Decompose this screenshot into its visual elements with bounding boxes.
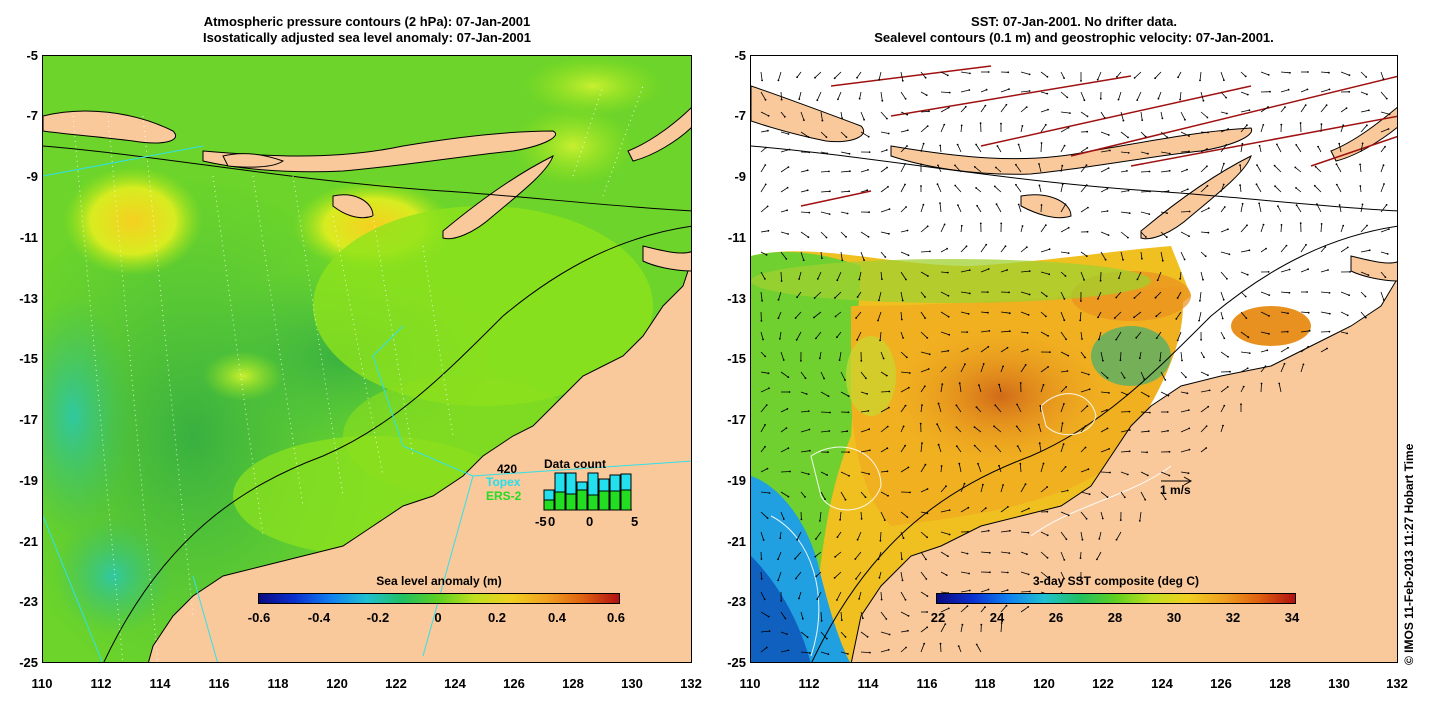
sst-colorbar-tick: 22: [930, 610, 946, 625]
right-y-tick: -11: [727, 230, 746, 245]
right-y-tick: -7: [734, 108, 746, 123]
sea-level-colorbar-tick: -0.4: [307, 610, 331, 625]
left-title-line1: Atmospheric pressure contours (2 hPa): 0…: [203, 14, 531, 29]
left-x-tick: 114: [149, 676, 171, 691]
velocity-arrows: [760, 71, 1391, 656]
left-x-tick: 130: [621, 676, 643, 691]
sea-level-anomaly-map: [42, 55, 692, 663]
left-y-tick: -15: [19, 351, 38, 366]
data-count-xtick: -5: [535, 514, 547, 529]
sea-level-colorbar-tick: 0.2: [487, 610, 507, 625]
data-count-xtick: 0: [548, 514, 556, 529]
sea-level-colorbar-tick: -0.2: [366, 610, 390, 625]
right-x-tick: 112: [798, 676, 820, 691]
left-x-tick: 110: [31, 676, 53, 691]
left-y-tick: -13: [19, 291, 38, 306]
left-y-tick: -7: [26, 108, 38, 123]
left-y-tick: -11: [19, 230, 38, 245]
left-title-line2: Isostatically adjusted sea level anomaly…: [202, 30, 532, 45]
sst-colorbar-label: 3-day SST composite (deg C): [1032, 574, 1200, 588]
right-y-tick: -9: [734, 169, 746, 184]
right-title-line2: Sealevel contours (0.1 m) and geostrophi…: [874, 30, 1274, 45]
right-x-tick: 128: [1269, 676, 1291, 691]
left-x-tick: 128: [562, 676, 584, 691]
sst-map: [750, 55, 1398, 663]
sst-colorbar-tick: 24: [989, 610, 1005, 625]
left-x-tick: 126: [503, 676, 525, 691]
sst-colorbar-tick: 28: [1107, 610, 1123, 625]
velocity-scale-arrow: [1161, 476, 1193, 486]
data-count-title: Data count: [544, 457, 607, 471]
data-count-xtick: 0: [586, 514, 594, 529]
right-y-tick: -5: [734, 48, 746, 63]
right-y-tick: -15: [727, 351, 746, 366]
left-x-tick: 122: [385, 676, 407, 691]
left-x-tick: 120: [326, 676, 348, 691]
sst-colorbar-tick: 26: [1048, 610, 1064, 625]
left-y-tick: -21: [19, 534, 38, 549]
sea-level-colorbar-tick: 0.6: [606, 610, 626, 625]
right-x-tick: 122: [1092, 676, 1114, 691]
right-y-tick: -21: [727, 534, 746, 549]
left-y-tick: -19: [19, 473, 38, 488]
right-x-tick: 110: [739, 676, 761, 691]
right-x-tick: 130: [1328, 676, 1350, 691]
right-x-tick: 116: [916, 676, 938, 691]
left-y-tick: -23: [19, 594, 38, 609]
left-y-tick: -9: [26, 169, 38, 184]
sst-colorbar-tick: 32: [1225, 610, 1241, 625]
right-x-tick: 118: [974, 676, 996, 691]
data-count-number: 420: [497, 462, 518, 476]
right-y-tick: -17: [727, 412, 746, 427]
right-x-tick: 124: [1151, 676, 1173, 691]
left-x-tick: 112: [90, 676, 112, 691]
left-x-tick: 124: [444, 676, 466, 691]
sst-colorbar-tick: 30: [1166, 610, 1182, 625]
data-count-xtick: 5: [631, 514, 639, 529]
right-x-tick: 120: [1033, 676, 1055, 691]
right-x-tick: 126: [1210, 676, 1232, 691]
data-count-histogram: [543, 472, 632, 511]
velocity-scale-label: 1 m/s: [1160, 483, 1191, 497]
sst-colorbar: [936, 593, 1296, 604]
ers2-label: ERS-2: [486, 489, 522, 503]
left-y-tick: -25: [19, 655, 38, 670]
sea-level-colorbar: [258, 593, 620, 604]
right-y-tick: -13: [727, 291, 746, 306]
left-x-tick: 132: [680, 676, 702, 691]
left-y-tick: -5: [26, 48, 38, 63]
sea-level-colorbar-label: Sea level anomaly (m): [376, 574, 502, 588]
right-x-tick: 114: [857, 676, 879, 691]
right-y-tick: -23: [727, 594, 746, 609]
right-y-tick: -19: [727, 473, 746, 488]
sst-colorbar-tick: 34: [1284, 610, 1300, 625]
right-x-tick: 132: [1386, 676, 1408, 691]
left-x-tick: 118: [267, 676, 289, 691]
left-x-tick: 116: [208, 676, 230, 691]
sea-level-colorbar-tick: 0: [434, 610, 442, 625]
topex-label: Topex: [486, 475, 521, 489]
sea-level-colorbar-tick: 0.4: [547, 610, 567, 625]
right-y-tick: -25: [727, 655, 746, 670]
sea-level-colorbar-tick: -0.6: [247, 610, 271, 625]
imos-credit: © IMOS 11-Feb-2013 11:27 Hobart Time: [1402, 443, 1416, 665]
left-y-tick: -17: [19, 412, 38, 427]
right-title-line1: SST: 07-Jan-2001. No drifter data.: [971, 14, 1177, 29]
